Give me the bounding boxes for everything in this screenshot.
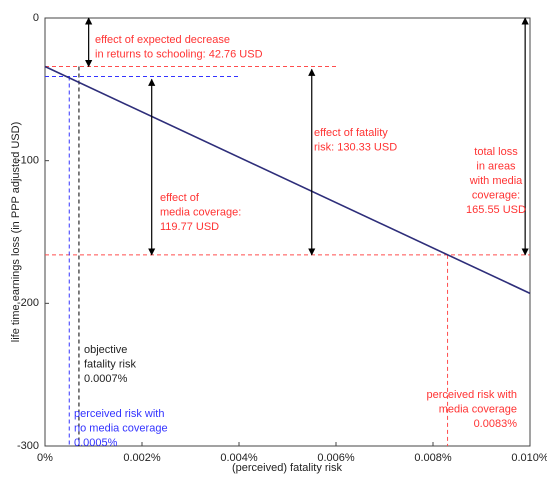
y-tick-label: -200 bbox=[17, 297, 39, 309]
annotation: no media coverage bbox=[74, 422, 168, 434]
annotation: effect of bbox=[160, 192, 200, 204]
plot-frame bbox=[44, 17, 531, 447]
annotation: media coverage bbox=[439, 403, 517, 415]
x-tick-label: 0.006% bbox=[317, 452, 355, 464]
annotation: fatality risk bbox=[84, 358, 136, 370]
y-axis-label: life time earnings loss (in PPP adjusted… bbox=[10, 122, 22, 343]
annotation: media coverage: bbox=[160, 206, 241, 218]
annotation: 0.0083% bbox=[474, 418, 518, 430]
annotation: with media bbox=[469, 175, 523, 187]
y-tick-label: -100 bbox=[17, 155, 39, 167]
y-tick-label: -300 bbox=[17, 440, 39, 452]
x-tick-label: 0% bbox=[37, 452, 53, 464]
annotation: perceived risk with bbox=[74, 408, 164, 420]
annotation: 0.0005% bbox=[74, 437, 118, 449]
x-axis-label: (perceived) fatality risk bbox=[232, 462, 343, 474]
annotation: effect of expected decrease bbox=[95, 34, 230, 46]
annotation: total loss bbox=[474, 146, 518, 158]
x-tick-label: 0.002% bbox=[123, 452, 161, 464]
annotation: objective bbox=[84, 344, 127, 356]
data-line bbox=[44, 65, 531, 295]
y-tick-label: 0 bbox=[33, 12, 39, 24]
annotation: effect of fatality bbox=[314, 127, 388, 139]
annotation: perceived risk with bbox=[427, 389, 517, 401]
annotation: risk: 130.33 USD bbox=[314, 141, 397, 153]
annotation: in areas bbox=[476, 160, 516, 172]
x-tick-label: 0.010% bbox=[511, 452, 547, 464]
annotation: 119.77 USD bbox=[160, 221, 219, 233]
annotation: in returns to schooling: 42.76 USD bbox=[95, 48, 263, 60]
x-tick-label: 0.004% bbox=[220, 452, 258, 464]
x-tick-label: 0.008% bbox=[414, 452, 452, 464]
annotation: coverage: bbox=[472, 189, 520, 201]
annotation: 165.55 USD bbox=[466, 204, 526, 216]
annotation: 0.0007% bbox=[84, 373, 128, 385]
